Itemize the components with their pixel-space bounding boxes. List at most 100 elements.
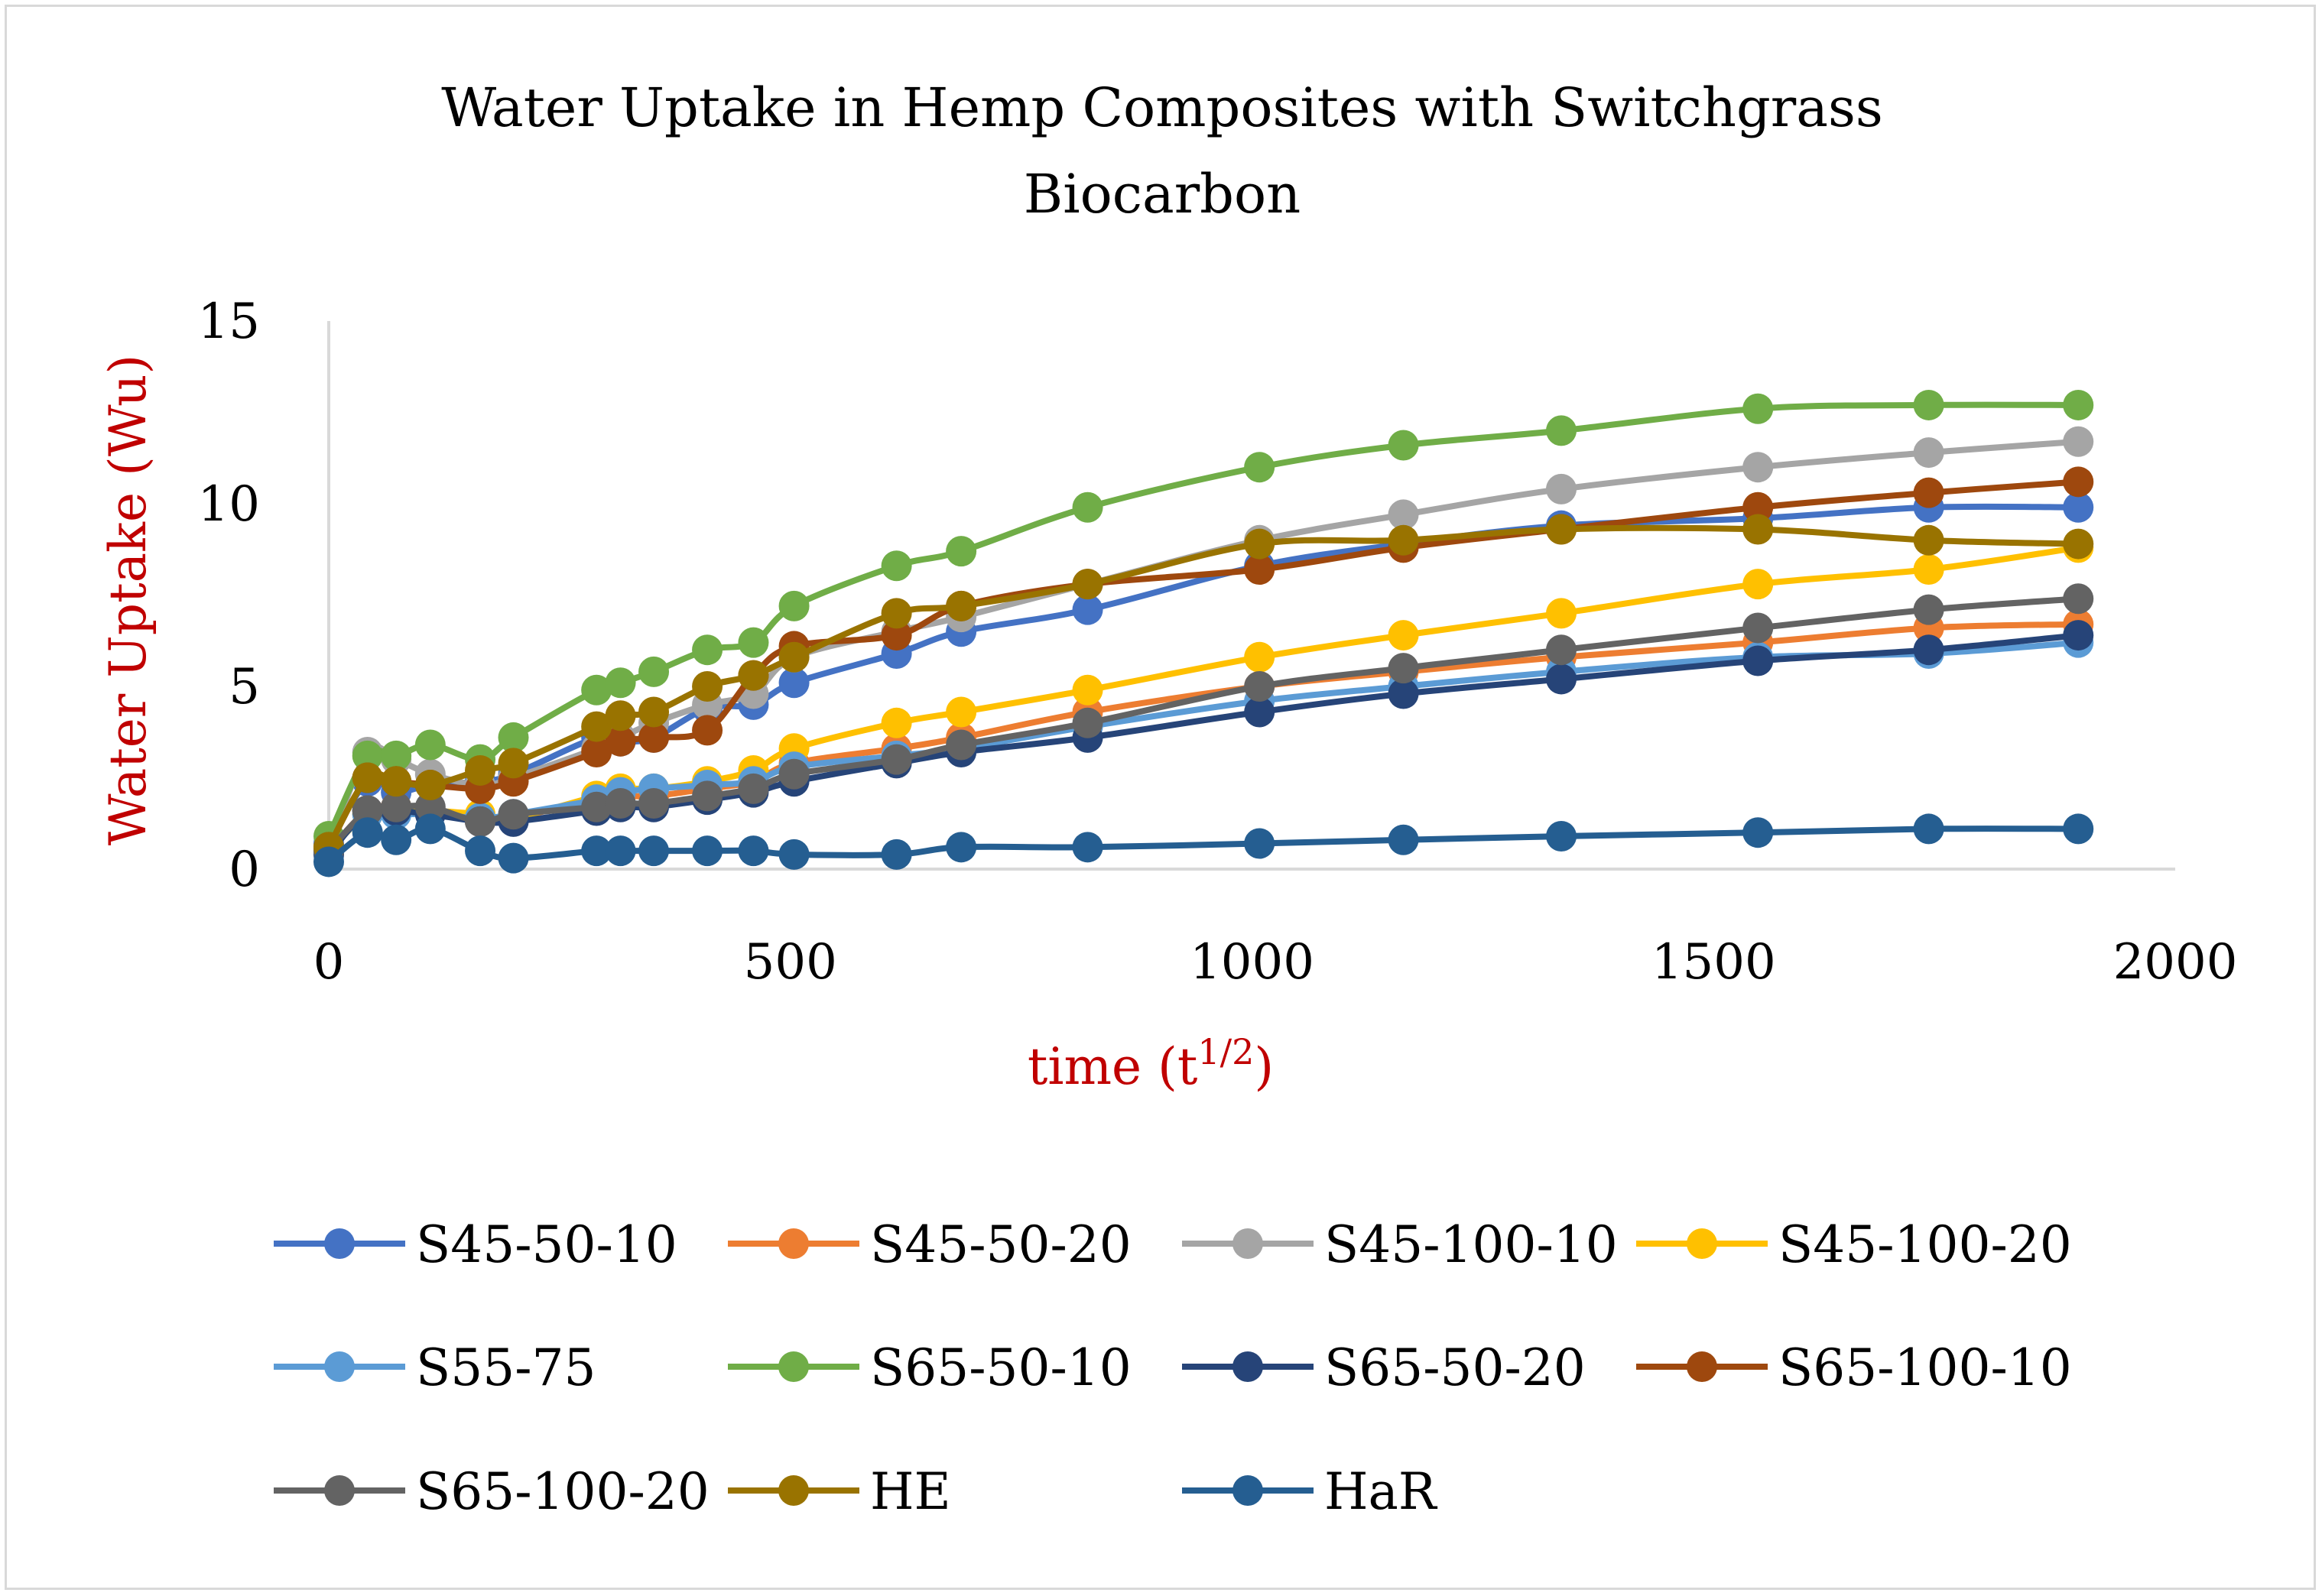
- y-tick-labels: 0 5 10 15: [198, 294, 260, 898]
- data-point-s65-100-10: [605, 725, 636, 757]
- data-point-s45-100-10: [1546, 473, 1577, 504]
- x-tick-label: 500: [744, 934, 837, 991]
- data-point-s65-50-10: [778, 590, 810, 621]
- legend-item-he: HE: [728, 1462, 951, 1521]
- legend-marker: [1232, 1475, 1263, 1506]
- data-point-har: [1742, 817, 1774, 848]
- y-tick-label: 0: [229, 842, 260, 898]
- data-point-he: [1072, 569, 1103, 600]
- data-point-s65-50-20: [1913, 634, 1944, 666]
- data-point-s65-50-20: [1546, 663, 1577, 695]
- legend-item-s45-100-20: S45-100-20: [1636, 1215, 2072, 1274]
- data-point-s65-100-20: [1388, 653, 1419, 684]
- data-point-har: [1388, 824, 1419, 855]
- data-point-he: [352, 762, 383, 793]
- x-tick-label: 1000: [1190, 934, 1314, 991]
- y-tick-label: 15: [198, 294, 260, 350]
- data-point-he: [1244, 528, 1275, 560]
- data-point-he: [638, 696, 670, 728]
- data-point-he: [381, 766, 412, 797]
- legend-marker: [324, 1475, 355, 1506]
- data-point-s65-50-10: [738, 627, 769, 658]
- data-point-he: [1388, 524, 1419, 556]
- data-point-s65-50-10: [1742, 393, 1774, 424]
- data-point-s65-50-10: [2063, 389, 2094, 420]
- data-point-har: [1546, 820, 1577, 852]
- data-point-har: [313, 846, 344, 877]
- series-layer: [313, 389, 2094, 877]
- legend-label: S55-75: [416, 1338, 596, 1397]
- data-point-har: [381, 824, 412, 855]
- data-point-s65-100-20: [2063, 583, 2094, 615]
- data-point-s65-100-20: [381, 791, 412, 822]
- legend-marker: [1687, 1351, 1717, 1382]
- series-har: [313, 813, 2094, 877]
- data-point-s65-100-20: [1072, 707, 1103, 738]
- legend-marker: [778, 1351, 809, 1382]
- data-point-s65-100-20: [881, 744, 912, 775]
- data-point-s65-100-20: [1742, 612, 1774, 644]
- data-point-s65-50-10: [1913, 389, 1944, 420]
- legend-item-s65-50-10: S65-50-10: [728, 1338, 1132, 1397]
- data-point-he: [1742, 514, 1774, 545]
- data-point-s45-50-10: [2063, 491, 2094, 523]
- data-point-har: [2063, 813, 2094, 845]
- legend-label: S65-100-10: [1778, 1338, 2072, 1397]
- legend-item-har: HaR: [1182, 1462, 1438, 1521]
- data-point-he: [881, 598, 912, 629]
- data-point-s45-100-20: [1244, 641, 1275, 673]
- data-point-s65-100-10: [1742, 491, 1774, 523]
- x-axis-label-close: ): [1254, 1037, 1274, 1096]
- data-point-s65-100-10: [692, 715, 723, 746]
- data-point-har: [1072, 832, 1103, 863]
- data-point-s65-100-20: [465, 806, 496, 837]
- data-point-har: [692, 835, 723, 867]
- data-point-s65-100-10: [1913, 477, 1944, 508]
- x-axis-label: time (t1/2): [1028, 1031, 1274, 1096]
- legend-label: S45-50-20: [870, 1215, 1132, 1274]
- data-point-s45-50-10: [778, 667, 810, 699]
- chart-title-line-2: Biocarbon: [1024, 163, 1301, 225]
- data-point-s65-100-20: [414, 791, 446, 822]
- chart-title: Water Uptake in Hemp Composites with Swi…: [441, 76, 1883, 225]
- data-point-he: [581, 711, 612, 742]
- legend-label: S45-50-10: [416, 1215, 677, 1274]
- y-axis-label: Water Uptake (Wu): [99, 355, 158, 846]
- data-point-s65-50-10: [581, 674, 612, 706]
- data-point-s65-100-20: [946, 729, 977, 761]
- data-point-har: [581, 835, 612, 867]
- y-tick-label: 5: [229, 659, 260, 715]
- legend-label: HE: [870, 1462, 951, 1521]
- legend-marker: [1687, 1228, 1717, 1259]
- data-point-s65-100-20: [581, 791, 612, 822]
- data-point-s45-100-20: [1388, 620, 1419, 651]
- data-point-s65-100-20: [1913, 594, 1944, 625]
- data-point-har: [352, 817, 383, 848]
- data-point-s65-50-20: [1388, 678, 1419, 709]
- data-point-s65-50-10: [692, 634, 723, 666]
- legend-item-s65-50-20: S65-50-20: [1182, 1338, 1586, 1397]
- legend-item-s45-100-10: S45-100-10: [1182, 1215, 1618, 1274]
- data-point-s45-100-20: [1546, 598, 1577, 629]
- legend-marker: [324, 1228, 355, 1259]
- x-tick-labels: 0 500 1000 1500 2000: [313, 934, 2238, 991]
- data-point-har: [414, 813, 446, 845]
- data-point-s65-50-10: [638, 656, 670, 687]
- data-point-he: [1913, 524, 1944, 556]
- legend-label: HaR: [1324, 1462, 1438, 1521]
- x-axis-label-main: time (t: [1028, 1037, 1198, 1096]
- data-point-s65-100-20: [498, 799, 529, 830]
- data-point-he: [2063, 528, 2094, 560]
- data-point-s45-100-20: [1742, 569, 1774, 600]
- legend-marker: [1232, 1228, 1263, 1259]
- data-point-har: [605, 835, 636, 867]
- data-point-s65-100-20: [1546, 634, 1577, 666]
- data-point-s65-50-10: [881, 550, 912, 582]
- data-point-s45-100-20: [946, 696, 977, 728]
- data-point-s45-100-10: [2063, 426, 2094, 457]
- legend-item-s55-75: S55-75: [274, 1338, 596, 1397]
- legend-label: S45-100-20: [1778, 1215, 2072, 1274]
- data-point-s65-100-20: [352, 795, 383, 826]
- data-point-s65-50-20: [2063, 620, 2094, 651]
- legend-item-s65-100-10: S65-100-10: [1636, 1338, 2072, 1397]
